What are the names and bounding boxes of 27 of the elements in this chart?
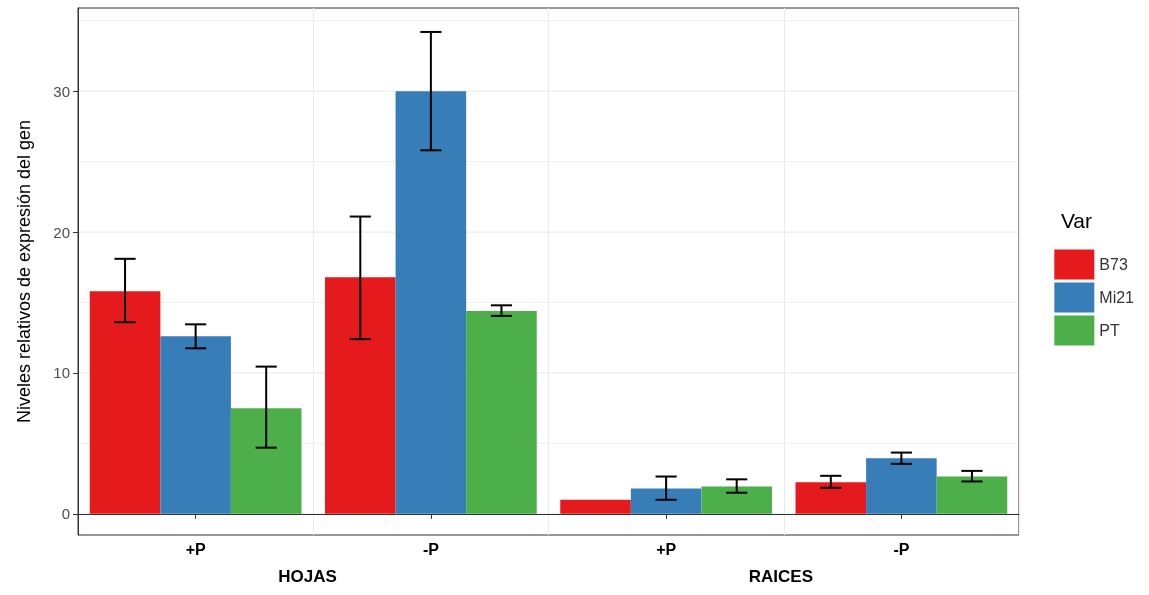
text: RAICES — [748, 567, 813, 586]
y-tick-label: 20 — [53, 223, 70, 241]
x-tick-label: +P — [185, 540, 206, 558]
legend-label: Mi21 — [1099, 289, 1135, 306]
y-tick-label: 10 — [53, 364, 70, 382]
y-tick-label: 30 — [53, 82, 70, 100]
bar — [160, 336, 231, 514]
y-tick-label: 0 — [61, 505, 70, 523]
bar — [866, 458, 937, 514]
x-tick-label: -P — [422, 540, 440, 558]
bar — [630, 488, 702, 514]
y-axis-title: Niveles relativos de expresión del gen — [14, 119, 34, 424]
legend-label: PT — [1099, 322, 1120, 339]
legend-title: Var — [1060, 209, 1093, 232]
bar — [795, 482, 867, 514]
bar — [325, 277, 396, 514]
bar — [936, 476, 1008, 514]
text: HOJAS — [278, 567, 337, 586]
bar — [701, 486, 772, 514]
bar — [560, 499, 631, 514]
x-tick-label: -P — [893, 540, 910, 558]
bar — [466, 310, 537, 514]
bar — [230, 408, 302, 514]
bar — [395, 91, 467, 514]
bar — [89, 291, 161, 514]
legend-label: B73 — [1099, 256, 1128, 273]
x-tick-label: +P — [656, 540, 677, 558]
